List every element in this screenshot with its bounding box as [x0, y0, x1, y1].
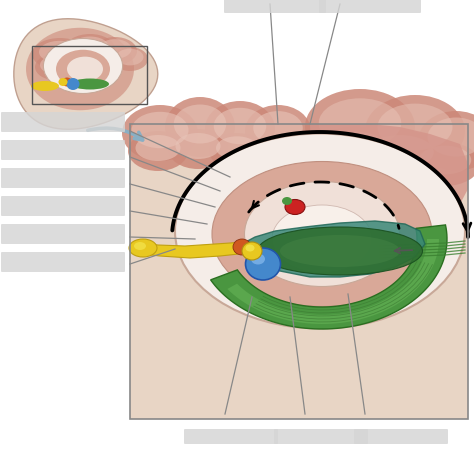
- Ellipse shape: [168, 129, 228, 169]
- Ellipse shape: [66, 78, 80, 90]
- Polygon shape: [228, 239, 439, 324]
- Ellipse shape: [40, 56, 70, 74]
- Ellipse shape: [62, 78, 72, 87]
- FancyBboxPatch shape: [1, 196, 125, 216]
- Ellipse shape: [251, 254, 265, 264]
- Ellipse shape: [365, 95, 465, 167]
- Ellipse shape: [56, 50, 110, 88]
- Ellipse shape: [257, 227, 422, 275]
- Ellipse shape: [71, 36, 109, 57]
- Ellipse shape: [205, 101, 275, 157]
- FancyBboxPatch shape: [1, 112, 125, 132]
- FancyBboxPatch shape: [1, 252, 125, 272]
- Ellipse shape: [282, 197, 292, 205]
- Ellipse shape: [319, 98, 401, 148]
- Ellipse shape: [65, 34, 115, 64]
- FancyBboxPatch shape: [319, 0, 421, 13]
- Ellipse shape: [128, 131, 188, 171]
- FancyBboxPatch shape: [274, 429, 368, 444]
- Ellipse shape: [419, 145, 471, 174]
- Ellipse shape: [209, 133, 265, 169]
- Ellipse shape: [321, 132, 389, 168]
- Ellipse shape: [310, 126, 400, 182]
- Ellipse shape: [117, 48, 144, 66]
- FancyBboxPatch shape: [354, 429, 448, 444]
- Ellipse shape: [246, 248, 281, 280]
- Ellipse shape: [410, 142, 474, 186]
- Ellipse shape: [64, 61, 97, 77]
- Ellipse shape: [245, 105, 311, 157]
- Ellipse shape: [99, 39, 131, 59]
- Ellipse shape: [366, 135, 434, 169]
- Ellipse shape: [233, 239, 251, 255]
- Ellipse shape: [136, 135, 181, 161]
- Ellipse shape: [165, 97, 235, 157]
- Ellipse shape: [216, 136, 258, 160]
- Polygon shape: [210, 225, 447, 329]
- Ellipse shape: [31, 81, 59, 91]
- FancyBboxPatch shape: [184, 429, 278, 444]
- Bar: [130, 124, 468, 419]
- Ellipse shape: [272, 205, 372, 273]
- Polygon shape: [242, 221, 425, 277]
- Ellipse shape: [418, 111, 474, 171]
- Ellipse shape: [246, 245, 255, 251]
- Ellipse shape: [122, 105, 198, 161]
- Bar: [32, 46, 147, 104]
- Ellipse shape: [175, 133, 220, 159]
- Ellipse shape: [428, 118, 474, 157]
- FancyBboxPatch shape: [1, 140, 125, 160]
- Ellipse shape: [131, 112, 189, 148]
- FancyBboxPatch shape: [224, 0, 326, 13]
- Ellipse shape: [280, 235, 400, 267]
- Bar: [130, 124, 468, 419]
- Ellipse shape: [305, 89, 415, 165]
- Polygon shape: [300, 124, 468, 224]
- Ellipse shape: [134, 242, 146, 250]
- FancyBboxPatch shape: [1, 168, 125, 188]
- Ellipse shape: [242, 242, 262, 260]
- Ellipse shape: [355, 130, 445, 182]
- Ellipse shape: [93, 37, 137, 65]
- Ellipse shape: [39, 41, 81, 63]
- Ellipse shape: [175, 133, 465, 329]
- Ellipse shape: [214, 108, 266, 144]
- Ellipse shape: [129, 239, 157, 257]
- FancyArrowPatch shape: [88, 128, 143, 140]
- Ellipse shape: [26, 28, 134, 110]
- Ellipse shape: [67, 57, 103, 81]
- Ellipse shape: [44, 39, 123, 93]
- Ellipse shape: [212, 162, 432, 307]
- Ellipse shape: [58, 59, 102, 83]
- Ellipse shape: [285, 199, 305, 215]
- Ellipse shape: [174, 105, 226, 144]
- Polygon shape: [14, 19, 158, 129]
- Ellipse shape: [112, 47, 148, 71]
- Ellipse shape: [377, 104, 453, 150]
- Polygon shape: [135, 242, 252, 258]
- Ellipse shape: [245, 181, 400, 286]
- Ellipse shape: [35, 54, 75, 80]
- FancyBboxPatch shape: [1, 224, 125, 244]
- Ellipse shape: [71, 79, 109, 89]
- Ellipse shape: [32, 38, 88, 70]
- Ellipse shape: [253, 111, 303, 145]
- Ellipse shape: [58, 78, 67, 86]
